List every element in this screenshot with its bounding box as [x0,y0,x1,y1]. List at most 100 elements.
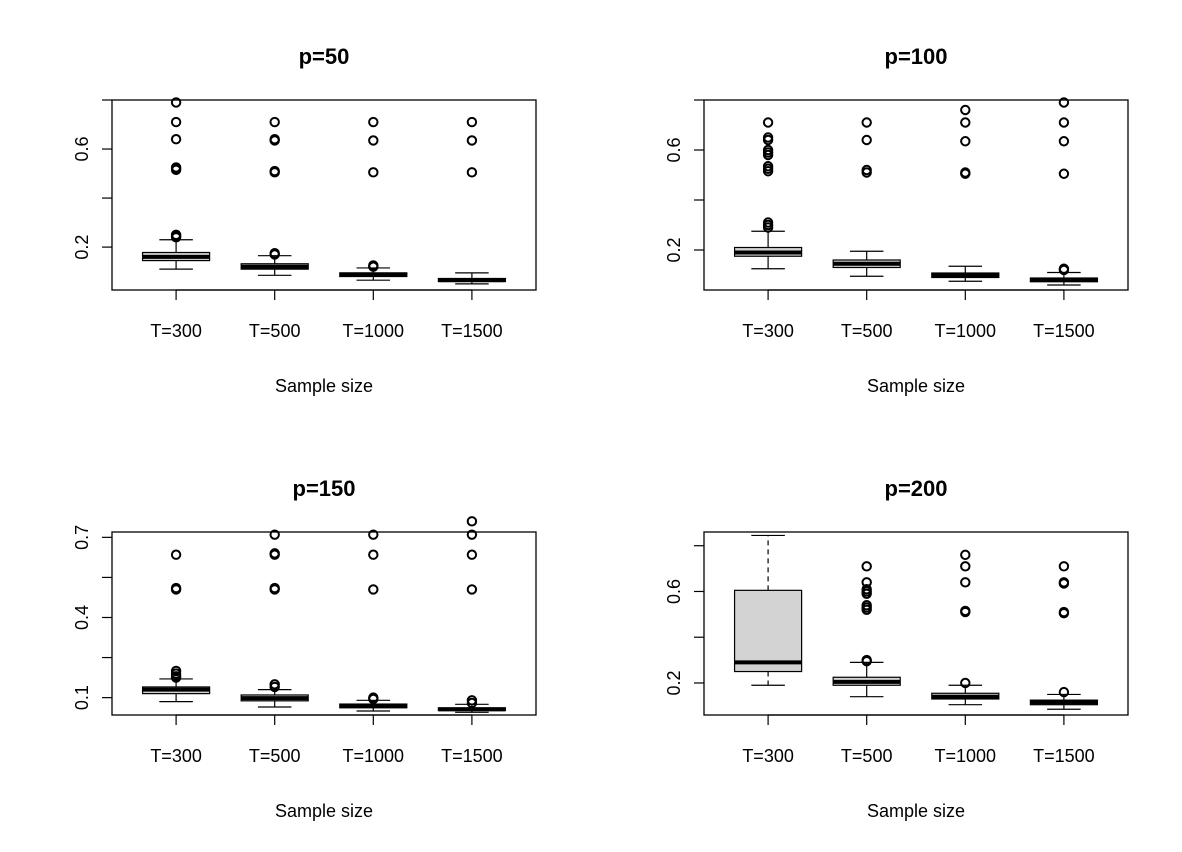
outlier-point [170,116,182,128]
outlier-point [861,583,872,595]
box-T=1000 [339,116,408,281]
outlier-point [269,582,280,594]
x-tick-label: T=1500 [441,321,503,341]
box-T=1500 [437,116,507,285]
x-tick-label: T=1000 [343,746,405,766]
outlier-point [762,132,774,143]
x-tick-label: T=300 [150,321,202,341]
outlier-point [762,117,774,128]
y-tick-label: 0.6 [72,137,92,162]
box-T=1500 [1029,97,1099,286]
box-T=500 [832,561,901,698]
box-T=300 [141,97,211,270]
y-tick-label: 0.2 [72,235,92,260]
outlier-point [368,584,379,595]
outlier-point [466,549,478,560]
outlier-point [170,134,182,145]
outlier-point [269,529,280,540]
iqr-box [733,589,803,673]
y-tick-label: 0.6 [664,137,684,162]
outlier-point [960,577,971,588]
outlier-point [960,605,971,617]
outlier-point [861,600,872,611]
outlier-point [960,677,971,689]
panel-3: p=200 0.2 0.6 T=300 T=500 T=1000 T=1500 Sample … [664,476,1129,821]
x-tick-label: T=300 [742,321,794,341]
outlier-point [368,549,379,560]
box-T=300 [733,534,803,686]
x-tick-label: T=1500 [441,746,503,766]
y-tick-label: 0.2 [664,237,684,262]
outlier-point [960,167,971,178]
panel-1: p=100 0.2 0.6 T=300 T=500 T=1000 T=1500 Sample … [664,44,1129,396]
x-tick-label: T=500 [841,746,893,766]
outlier-point [466,695,478,706]
outlier-point [368,116,379,128]
outlier-point [269,679,280,690]
outlier-point [762,217,774,228]
y-tick-label: 0.1 [72,685,92,710]
box-T=300 [141,549,211,703]
outlier-point [170,582,182,594]
outlier-point [269,134,280,145]
box-T=300 [733,117,803,270]
outlier-point [861,164,872,176]
box-T=1500 [437,516,507,713]
outlier-point [861,654,872,666]
box-T=500 [240,529,309,708]
x-tick-label: T=500 [249,321,301,341]
outlier-point [368,692,379,703]
x-axis-label: Sample size [275,801,373,821]
panel-2: p=150 0.1 0.4 0.7 T=300 T=500 T=1000 T=1500 Samp… [72,476,537,821]
outlier-point [269,165,280,177]
x-tick-label: T=500 [841,321,893,341]
outlier-point [170,665,182,677]
outlier-point [269,248,280,259]
x-axis-label: Sample size [867,801,965,821]
outlier-point [1058,686,1070,698]
y-tick-label: 0.4 [72,605,92,630]
outlier-point [960,117,971,128]
outlier-point [1058,577,1070,588]
outlier-point [466,529,478,540]
x-tick-label: T=300 [150,746,202,766]
outlier-point [170,97,182,108]
x-tick-label: T=1000 [343,321,405,341]
y-tick-label: 0.2 [664,670,684,695]
outlier-point [269,548,280,559]
panel-title: p=150 [293,476,356,501]
box-T=1000 [339,529,408,712]
outlier-point [960,136,971,147]
x-tick-label: T=1500 [1033,321,1095,341]
panel-title: p=200 [885,476,948,501]
outlier-point [170,229,182,241]
outlier-point [466,516,478,527]
x-axis-label: Sample size [275,376,373,396]
box-T=500 [240,116,309,276]
outlier-point [861,117,872,128]
outlier-point [861,561,872,572]
x-tick-label: T=500 [249,746,301,766]
outlier-point [466,584,478,595]
outlier-point [1058,117,1070,128]
x-tick-label: T=1000 [935,746,997,766]
outlier-point [466,116,478,128]
panel-title: p=100 [885,44,948,69]
outlier-point [170,549,182,560]
outlier-point [466,167,478,178]
box-T=1000 [931,549,1000,706]
outlier-point [269,116,280,128]
y-tick-label: 0.6 [664,579,684,604]
outlier-point [861,577,872,588]
panel-title: p=50 [299,44,350,69]
outlier-point [368,529,379,540]
panel-0: p=50 0.2 0.6 T=300 T=500 T=1000 T=1500 Sample s… [72,44,537,396]
box-T=1000 [931,104,1000,282]
outlier-point [368,167,379,178]
x-tick-label: T=1500 [1033,746,1095,766]
outlier-point [1058,136,1070,147]
outlier-point [1058,97,1070,108]
outlier-point [861,134,872,146]
outlier-point [368,260,379,271]
